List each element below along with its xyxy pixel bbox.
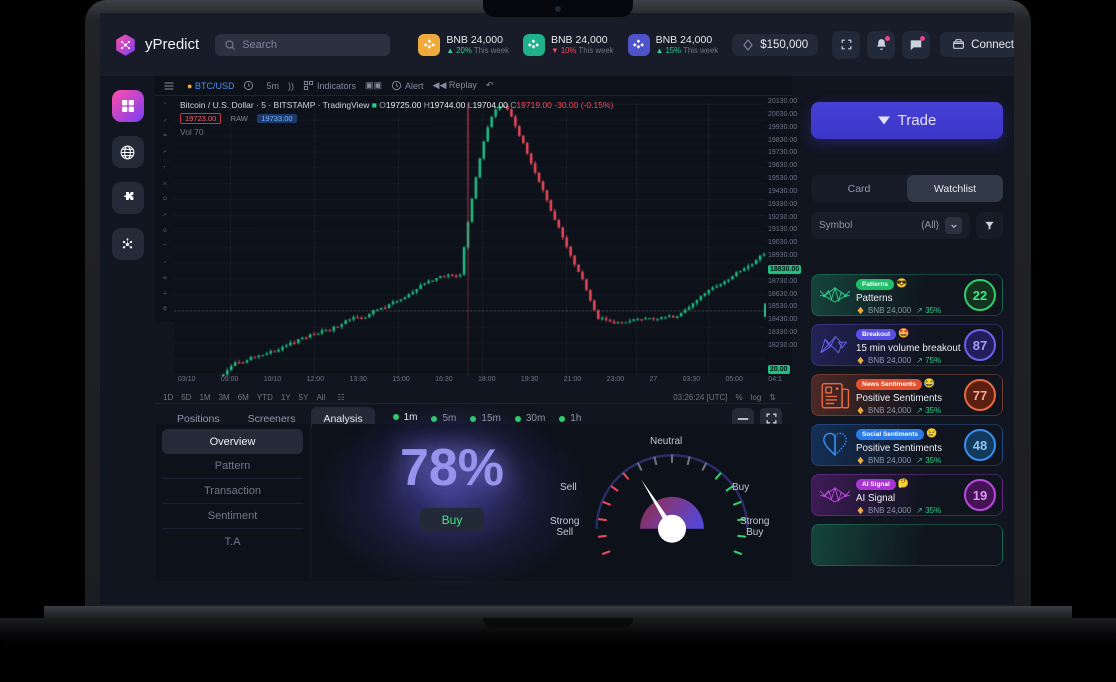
svg-text:T: T (163, 165, 165, 169)
